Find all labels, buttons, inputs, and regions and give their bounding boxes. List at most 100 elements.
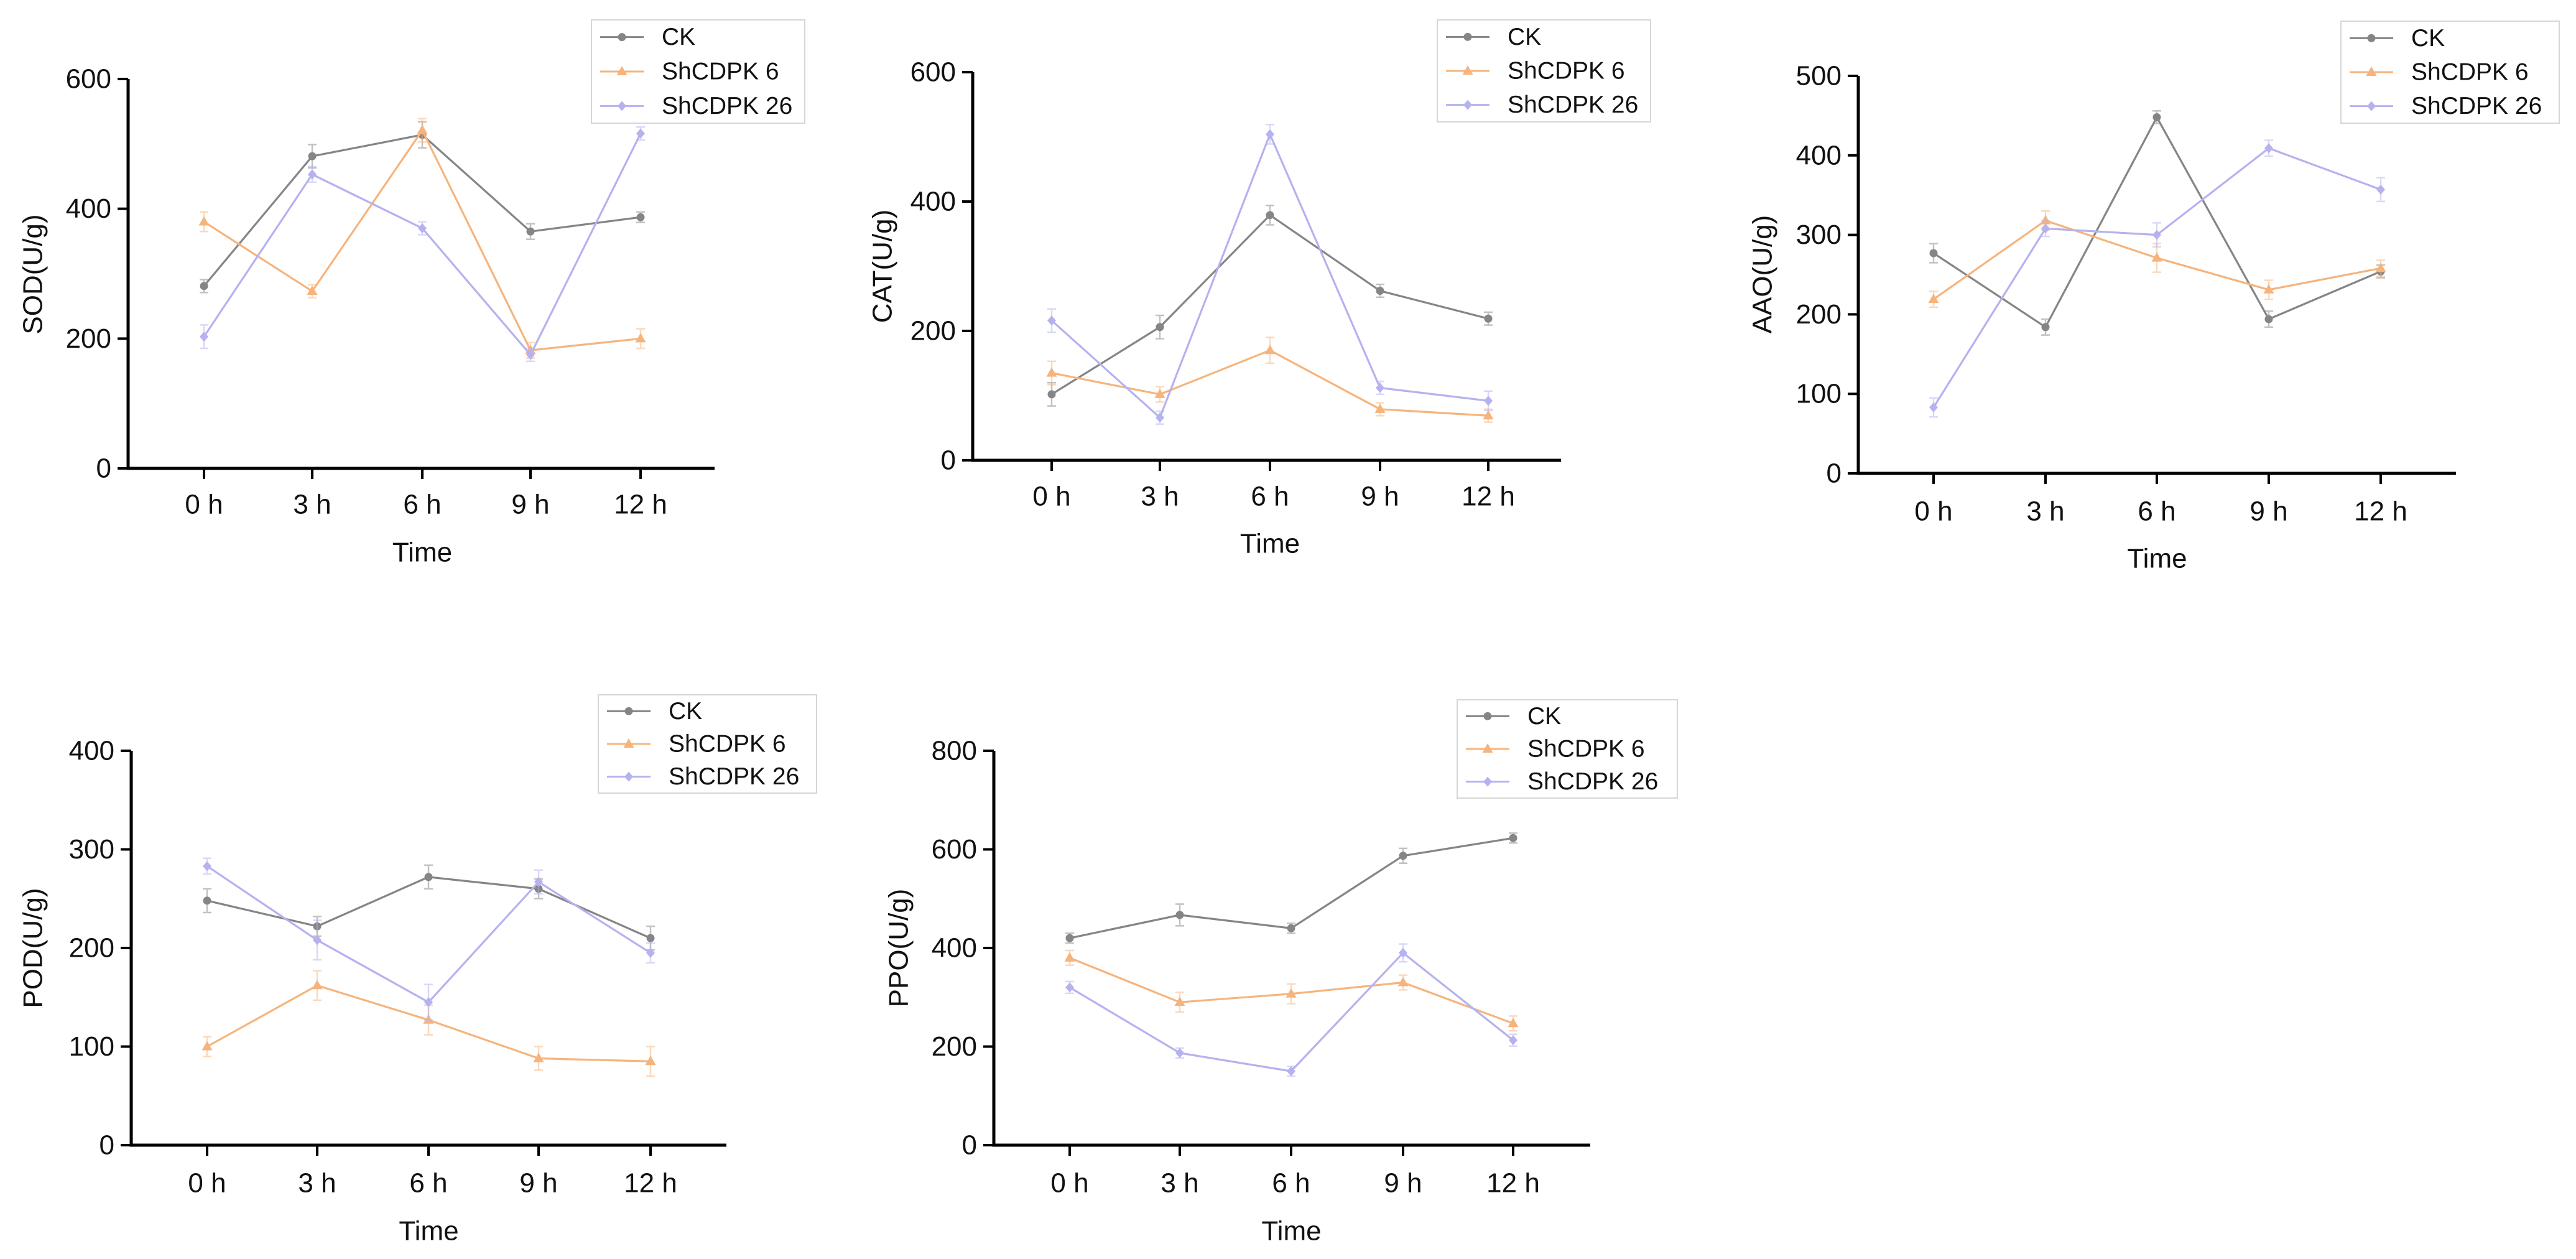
sod-data-point <box>198 216 210 226</box>
pod-series-ck <box>203 864 655 951</box>
aao-series-line-ck <box>1933 116 2381 328</box>
sod-y-tick-label: 400 <box>66 193 111 224</box>
ppo-legend-marker <box>1483 776 1492 787</box>
ppo-data-point <box>1175 911 1184 919</box>
pod-data-point <box>646 934 655 942</box>
aao-y-tick-label: 300 <box>1796 220 1842 250</box>
cat-data-point <box>1484 396 1493 406</box>
sod-legend-marker <box>618 33 626 42</box>
aao-data-point <box>2041 323 2050 332</box>
pod-x-tick-label: 0 h <box>188 1168 226 1199</box>
aao-series-shcdpk-26 <box>1929 139 2385 418</box>
ppo-legend-marker <box>1482 743 1493 753</box>
pod-legend-marker <box>624 771 633 782</box>
sod-legend-marker <box>618 101 626 111</box>
aao-data-point <box>2375 262 2386 272</box>
aao-y-tick-label: 100 <box>1796 379 1842 409</box>
cat-data-point <box>1046 367 1057 377</box>
ppo-data-point <box>1065 982 1074 993</box>
aao-data-point <box>2264 143 2273 154</box>
ppo-y-axis-title: PPO(U/g) <box>884 889 914 1008</box>
sod-data-point <box>526 227 535 236</box>
pod-x-tick-label: 9 h <box>519 1168 557 1199</box>
aao-legend-item: ShCDPK 26 <box>2350 93 2542 119</box>
sod-x-tick-label: 9 h <box>511 490 549 520</box>
ppo-legend-item: ShCDPK 6 <box>1466 736 1645 763</box>
pod-chart: 0 100 200 300 400 0 h 3 h 6 h 9 h 12 h Time POD(U/g… <box>18 694 817 1247</box>
cat-legend-marker <box>1463 32 1472 41</box>
ppo-legend-label: ShCDPK 6 <box>1527 736 1645 763</box>
pod-data-point <box>424 873 433 881</box>
aao-data-point <box>2040 215 2051 225</box>
aao-y-tick-label: 400 <box>1796 140 1842 170</box>
aao-y-tick-label: 500 <box>1796 61 1842 91</box>
sod-legend-item: ShCDPK 6 <box>600 58 779 85</box>
ppo-y-tick-label: 200 <box>932 1031 977 1062</box>
sod-data-point <box>526 350 535 360</box>
sod-legend-item: ShCDPK 26 <box>600 93 792 119</box>
pod-legend-item: CK <box>607 698 702 725</box>
ppo-data-point <box>1175 1048 1184 1058</box>
ppo-y-tick-label: 0 <box>962 1130 977 1161</box>
ppo-data-point <box>1399 947 1407 958</box>
sod-series-ck <box>200 121 645 294</box>
sod-y-tick-label: 600 <box>66 64 111 95</box>
pod-data-point <box>203 896 211 905</box>
cat-legend-item: ShCDPK 26 <box>1446 91 1638 118</box>
sod-data-point <box>417 124 428 134</box>
pod-legend-marker <box>623 738 634 748</box>
cat-legend-label: ShCDPK 26 <box>1508 91 1638 118</box>
ppo-x-tick-label: 9 h <box>1384 1168 1422 1199</box>
sod-series-shcdpk-26 <box>200 126 645 363</box>
cat-series-shcdpk-6 <box>1046 337 1494 423</box>
ppo-legend-label: CK <box>1527 703 1561 730</box>
cat-legend-item: CK <box>1446 24 1541 50</box>
cat-legend-label: ShCDPK 6 <box>1508 58 1625 85</box>
ppo-legend-item: ShCDPK 26 <box>1466 768 1658 795</box>
cat-legend-marker <box>1463 100 1472 110</box>
ppo-data-point <box>1174 997 1185 1006</box>
pod-y-tick-label: 300 <box>69 834 114 865</box>
sod-data-point <box>307 286 318 295</box>
cat-legend-marker <box>1462 65 1473 75</box>
cat-data-point <box>1266 211 1274 220</box>
pod-data-point <box>424 997 433 1008</box>
pod-legend-item: ShCDPK 6 <box>607 731 786 758</box>
pod-legend-label: CK <box>669 698 702 725</box>
ppo-data-point <box>1287 1066 1295 1077</box>
aao-x-axis-title: Time <box>2127 544 2187 574</box>
pod-x-tick-label: 6 h <box>409 1168 447 1199</box>
aao-y-axis-title: AAO(U/g) <box>1748 215 1778 334</box>
aao-x-tick-label: 12 h <box>2354 496 2407 527</box>
pod-data-point <box>203 861 211 871</box>
aao-data-point <box>2152 230 2161 240</box>
aao-data-point <box>2264 315 2273 323</box>
pod-data-point <box>202 1041 213 1051</box>
pod-data-point <box>533 1052 544 1062</box>
sod-series-line-shcdpk-6 <box>203 129 641 351</box>
cat-y-tick-label: 400 <box>910 187 956 217</box>
cat-data-point <box>1264 345 1276 355</box>
ppo-chart: 0 200 400 600 800 0 h 3 h 6 h 9 h 12 h Time PPO(U/g… <box>884 699 1678 1247</box>
cat-series-ck <box>1047 204 1493 407</box>
aao-legend-marker <box>2366 67 2377 76</box>
aao-legend-label: CK <box>2411 25 2445 52</box>
sod-x-tick-label: 0 h <box>185 490 223 520</box>
cat-x-tick-label: 9 h <box>1361 481 1399 512</box>
pod-y-tick-label: 400 <box>69 736 114 766</box>
aao-legend-item: CK <box>2350 25 2445 52</box>
pod-legend-label: ShCDPK 26 <box>669 763 799 790</box>
ppo-legend-marker <box>1483 712 1492 720</box>
cat-series-line-shcdpk-26 <box>1050 133 1489 419</box>
sod-y-tick-label: 0 <box>96 453 111 484</box>
pod-x-tick-label: 12 h <box>624 1168 677 1199</box>
aao-legend-item: ShCDPK 6 <box>2350 59 2529 86</box>
ppo-x-tick-label: 12 h <box>1486 1168 1540 1199</box>
aao-x-tick-label: 6 h <box>2138 496 2175 527</box>
ppo-y-tick-label: 400 <box>932 933 977 964</box>
ppo-series-ck <box>1065 832 1517 944</box>
aao-x-tick-label: 3 h <box>2026 496 2064 527</box>
cat-x-tick-label: 12 h <box>1462 481 1515 512</box>
pod-legend-marker <box>624 707 633 715</box>
